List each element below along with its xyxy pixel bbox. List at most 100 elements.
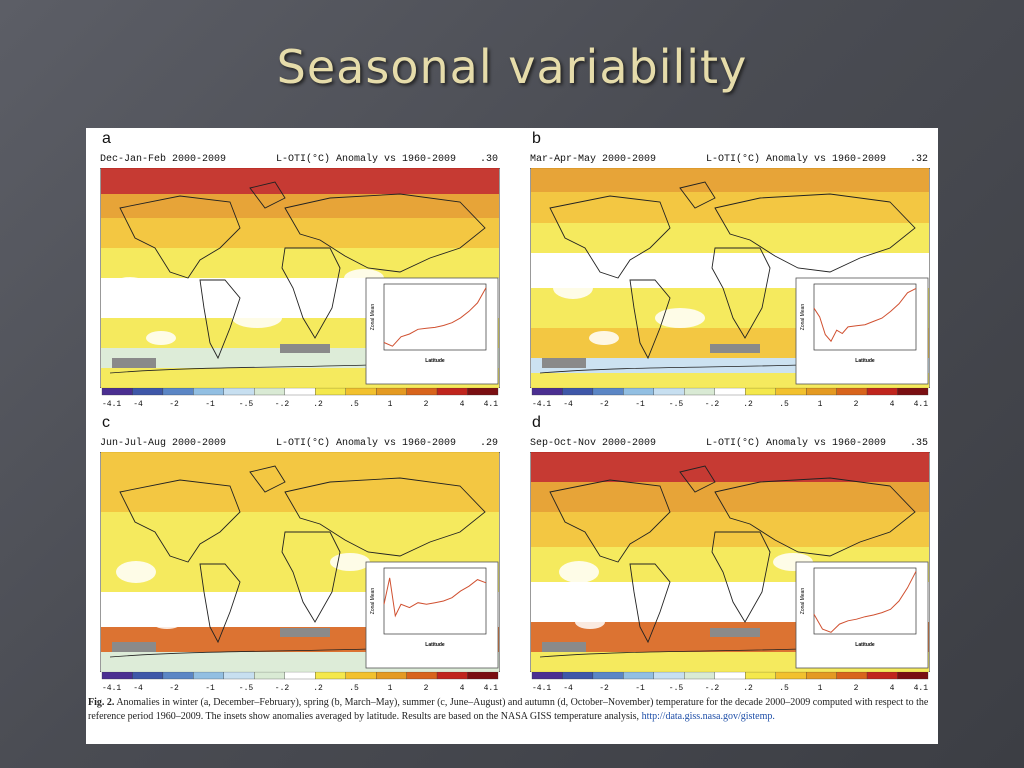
panel-header: Sep-Oct-Nov 2000-2009 L-OTI(°C) Anomaly … bbox=[530, 438, 930, 452]
colorbar-tick-label: -.5 bbox=[239, 400, 254, 409]
colorbar-swatch bbox=[223, 388, 255, 396]
inset-xlabel: Latitude bbox=[855, 358, 875, 364]
colorbar-swatch bbox=[467, 388, 499, 396]
colorbar-tick-label: -1 bbox=[205, 400, 215, 409]
colorbar-swatch bbox=[376, 672, 407, 680]
colorbar-tick-label: -4.1 bbox=[102, 684, 121, 693]
global-mean: .35 bbox=[909, 438, 928, 449]
season-label: Mar-Apr-May 2000-2009 bbox=[530, 154, 657, 165]
inset-xlabel: Latitude bbox=[855, 642, 875, 648]
colorbar-swatch bbox=[101, 388, 133, 396]
zonal-mean-inset: Zonal Mean Latitude bbox=[365, 561, 499, 669]
metric-label: L-OTI(°C) Anomaly vs 1960-2009 bbox=[276, 154, 457, 165]
anomaly-map: Zonal Mean Latitude bbox=[100, 452, 500, 672]
panel-summer: c Jun-Jul-Aug 2000-2009 L-OTI(°C) Anomal… bbox=[100, 414, 504, 693]
colorbar-swatch bbox=[745, 672, 776, 680]
anomaly-map: Zonal Mean Latitude bbox=[530, 452, 930, 672]
panel-header: Dec-Jan-Feb 2000-2009 L-OTI(°C) Anomaly … bbox=[100, 154, 500, 168]
colorbar-tick-label: -4 bbox=[563, 684, 573, 693]
inset-ylabel: Zonal Mean bbox=[370, 304, 376, 331]
colorbar-tick-label: 4 bbox=[460, 400, 465, 409]
colorbar-swatch bbox=[684, 672, 715, 680]
panel-letter: a bbox=[102, 130, 111, 147]
colorbar-swatch bbox=[284, 388, 316, 396]
colorbar-swatch bbox=[162, 388, 194, 396]
colorbar-swatch bbox=[162, 672, 194, 680]
colorbar-swatch bbox=[714, 388, 746, 396]
colorbar-swatch bbox=[866, 672, 898, 680]
zonal-mean-inset: Zonal Mean Latitude bbox=[365, 277, 499, 385]
colorbar-tick-label: .5 bbox=[779, 684, 789, 693]
colorbar-tick-label: 1 bbox=[818, 400, 823, 409]
colorbar-swatch bbox=[866, 388, 898, 396]
colorbar-tick-label: -.2 bbox=[275, 684, 290, 693]
colorbar-tick-label: -4 bbox=[133, 684, 143, 693]
colorbar-swatch bbox=[101, 672, 133, 680]
panel-letter: c bbox=[102, 414, 110, 431]
caption-label: Fig. 2. bbox=[88, 697, 115, 708]
colorbar-swatch bbox=[653, 672, 685, 680]
colorbar: -4.1 -4 -2 -1 -.5 -.2 .2 .5 1 2 4 4.1 bbox=[531, 672, 929, 693]
panel-spring: b Mar-Apr-May 2000-2009 L-OTI(°C) Anomal… bbox=[530, 130, 934, 409]
colorbar-tick-label: .2 bbox=[743, 400, 753, 409]
colorbar-tick-label: 2 bbox=[424, 684, 429, 693]
zonal-mean-line bbox=[813, 287, 917, 343]
global-mean: .30 bbox=[479, 154, 498, 165]
colorbar-tick-label: -4.1 bbox=[532, 400, 551, 409]
caption-link[interactable]: http://data.giss.nasa.gov/gistemp. bbox=[641, 711, 775, 722]
colorbar-swatch bbox=[531, 672, 563, 680]
colorbar-swatch bbox=[653, 388, 685, 396]
colorbar-swatch bbox=[406, 672, 438, 680]
colorbar-tick-label: 1 bbox=[388, 400, 393, 409]
figure-caption: Fig. 2. Anomalies in winter (a, December… bbox=[88, 696, 936, 724]
colorbar-tick-label: 4.1 bbox=[484, 684, 499, 693]
colorbar-swatch bbox=[436, 388, 468, 396]
colorbar-swatch bbox=[223, 672, 255, 680]
colorbar-tick-label: -1 bbox=[635, 684, 645, 693]
colorbar-swatch bbox=[714, 672, 746, 680]
colorbar-swatch bbox=[254, 672, 285, 680]
colorbar-tick-label: -4 bbox=[563, 400, 573, 409]
colorbar-tick-label: 2 bbox=[854, 684, 859, 693]
figure: a Dec-Jan-Feb 2000-2009 L-OTI(°C) Anomal… bbox=[86, 128, 938, 744]
colorbar-swatch bbox=[467, 672, 499, 680]
inset-xlabel: Latitude bbox=[425, 642, 445, 648]
inset-ylabel: Zonal Mean bbox=[800, 304, 806, 331]
global-mean: .32 bbox=[909, 154, 928, 165]
colorbar-swatch bbox=[592, 388, 624, 396]
colorbar: -4.1 -4 -2 -1 -.5 -.2 .2 .5 1 2 4 4.1 bbox=[101, 388, 499, 409]
colorbar-swatch bbox=[436, 672, 468, 680]
colorbar-swatch bbox=[193, 672, 224, 680]
colorbar: -4.1 -4 -2 -1 -.5 -.2 .2 .5 1 2 4 4.1 bbox=[101, 672, 499, 693]
panel-letter: b bbox=[532, 130, 541, 147]
colorbar-tick-label: -2 bbox=[169, 400, 179, 409]
colorbar-tick-label: 4.1 bbox=[484, 400, 499, 409]
zonal-mean-line bbox=[383, 577, 487, 618]
colorbar-swatch bbox=[745, 388, 776, 396]
colorbar-tick-label: .2 bbox=[743, 684, 753, 693]
colorbar-swatch bbox=[254, 388, 285, 396]
colorbar-swatch bbox=[623, 672, 654, 680]
season-label: Dec-Jan-Feb 2000-2009 bbox=[100, 154, 227, 165]
colorbar-swatch bbox=[562, 672, 594, 680]
colorbar-tick-label: -4.1 bbox=[102, 400, 121, 409]
colorbar-tick-label: 4.1 bbox=[914, 684, 929, 693]
zonal-mean-inset: Zonal Mean Latitude bbox=[795, 561, 929, 669]
colorbar-swatch bbox=[132, 388, 164, 396]
season-label: Jun-Jul-Aug 2000-2009 bbox=[100, 438, 227, 449]
colorbar-swatch bbox=[531, 388, 563, 396]
colorbar-swatch bbox=[284, 672, 316, 680]
anomaly-map: Zonal Mean Latitude bbox=[100, 168, 500, 388]
colorbar-swatch bbox=[806, 672, 837, 680]
colorbar-tick-label: -2 bbox=[599, 684, 609, 693]
colorbar-swatch bbox=[897, 672, 929, 680]
colorbar-swatch bbox=[775, 672, 807, 680]
zonal-mean-line bbox=[383, 287, 487, 347]
inset-xlabel: Latitude bbox=[425, 358, 445, 364]
colorbar-tick-label: -.2 bbox=[705, 400, 720, 409]
colorbar-swatch bbox=[345, 672, 377, 680]
colorbar-tick-label: 4 bbox=[890, 400, 895, 409]
colorbar-tick-label: 1 bbox=[388, 684, 393, 693]
colorbar-swatch bbox=[315, 672, 346, 680]
global-mean: .29 bbox=[479, 438, 498, 449]
